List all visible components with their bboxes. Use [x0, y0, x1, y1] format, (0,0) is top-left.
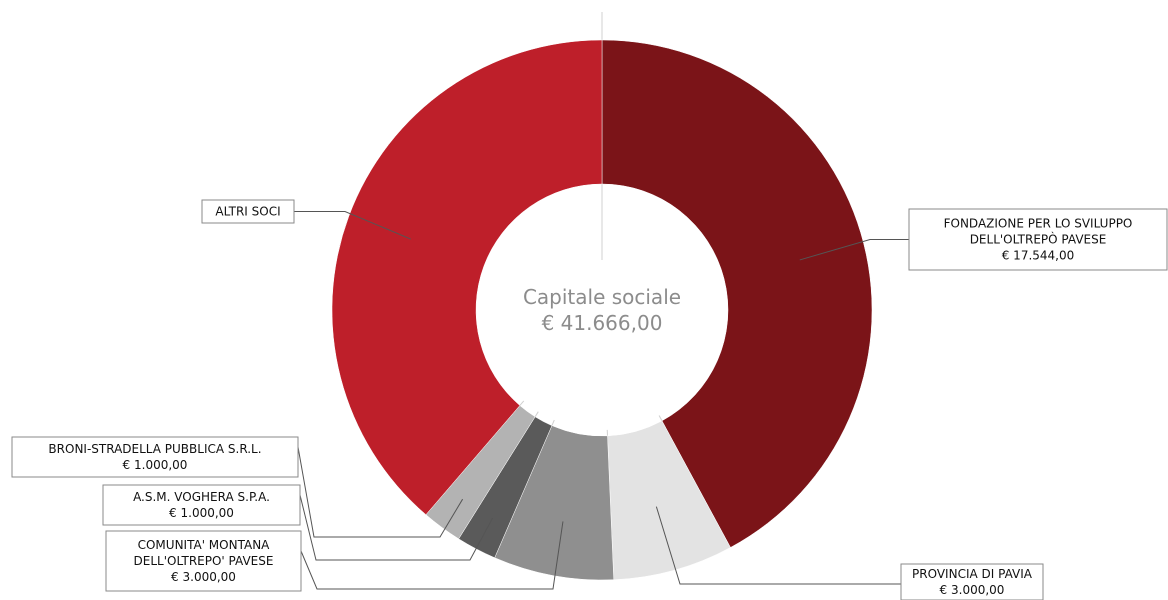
slice-label-broni: BRONI-STRADELLA PUBBLICA S.R.L. € 1.000,0…	[11, 436, 299, 478]
label-box	[900, 563, 1044, 600]
label-box	[908, 208, 1168, 271]
center-label-value: € 41.666,00	[542, 311, 663, 335]
label-box	[201, 199, 295, 224]
slice-label-line: € 3.000,00	[940, 583, 1005, 597]
slice-label-line: € 17.544,00	[1002, 249, 1075, 263]
slice-label-line: € 1.000,00	[169, 506, 234, 520]
slice-label-provincia: PROVINCIA DI PAVIA € 3.000,00	[900, 563, 1044, 600]
slice-label-line: ALTRI SOCI	[215, 205, 280, 219]
leader-line-comunita	[300, 521, 564, 590]
slice-label-line: DELL'OLTREPÒ PAVESE	[970, 232, 1107, 247]
slice-label-line: € 3.000,00	[171, 570, 236, 584]
slice-label-comunita: COMUNITA' MONTANA DELL'OLTREPO' PAVESE € 3…	[105, 530, 302, 592]
leader-line-altri	[294, 211, 411, 240]
leader-line-fondazione	[799, 239, 909, 261]
slice-label-altri: ALTRI SOCI	[201, 199, 295, 224]
label-box	[102, 484, 301, 526]
leader-line-asm	[299, 494, 494, 561]
slice-label-line: A.S.M. VOGHERA S.P.A.	[133, 490, 270, 504]
label-box	[105, 530, 302, 592]
donut-slice-altri[interactable]	[331, 39, 603, 516]
slice-label-asm: A.S.M. VOGHERA S.P.A. € 1.000,00	[102, 484, 301, 526]
label-box	[11, 436, 299, 478]
slice-label-line: € 1.000,00	[123, 458, 188, 472]
center-label-title: Capitale sociale	[523, 285, 681, 309]
slice-label-line: PROVINCIA DI PAVIA	[912, 567, 1033, 581]
donut-slice-fondazione[interactable]	[601, 39, 873, 548]
slice-label-line: BRONI-STRADELLA PUBBLICA S.R.L.	[48, 442, 261, 456]
slice-label-line: FONDAZIONE PER LO SVILUPPO	[944, 217, 1133, 231]
slice-label-line: COMUNITA' MONTANA	[138, 538, 271, 552]
leader-line-broni	[297, 446, 464, 538]
leader-line-provincia	[655, 506, 901, 585]
slice-label-line: DELL'OLTREPO' PAVESE	[134, 554, 274, 568]
